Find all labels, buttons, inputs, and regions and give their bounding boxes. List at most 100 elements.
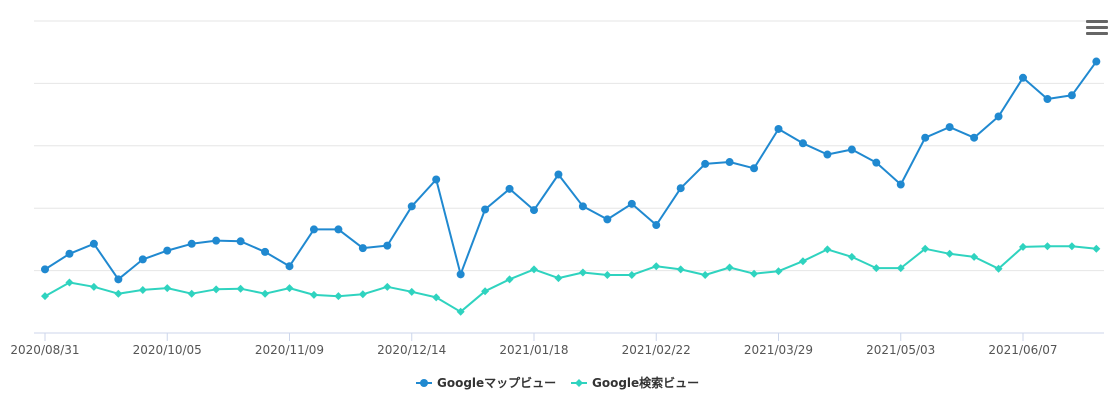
series-0-point-31	[798, 139, 807, 148]
series-0-point-10	[285, 262, 294, 271]
legend-label-1[interactable]: Google検索ビュー	[592, 375, 699, 390]
series-1-point-12	[334, 292, 343, 301]
series-0-point-21	[554, 170, 563, 179]
series-1-point-11	[309, 290, 318, 299]
series-1-point-4	[138, 285, 147, 294]
series-0-point-27	[701, 159, 710, 168]
series-0-point-37	[945, 123, 954, 132]
series-1-point-39	[994, 264, 1003, 273]
series-0-point-15	[407, 202, 416, 211]
series-0-point-26	[676, 184, 685, 193]
series-0-point-7	[212, 236, 221, 245]
series-1-point-35	[896, 264, 905, 273]
series-0-point-29	[750, 164, 759, 173]
series-0-point-0	[41, 265, 49, 274]
legend-marker-1	[575, 379, 583, 387]
series-line-0	[44, 61, 1098, 281]
series-0-point-11	[309, 225, 318, 234]
x-tick-label-3: 2020/12/14	[377, 343, 446, 357]
series-0-point-16	[432, 175, 441, 184]
series-0-point-43	[1092, 57, 1101, 66]
series-1-point-37	[945, 249, 954, 258]
series-line-1	[44, 245, 1097, 313]
series-1-point-9	[261, 289, 270, 298]
series-1-point-8	[236, 284, 245, 293]
series-0-point-25	[652, 221, 661, 230]
series-1-point-1	[65, 278, 74, 287]
series-1-point-7	[212, 285, 221, 294]
series-1-point-40	[1019, 242, 1027, 251]
series-1-point-17	[456, 307, 465, 316]
series-1-point-30	[774, 267, 783, 276]
series-1-point-28	[725, 263, 734, 272]
series-0-point-1	[65, 249, 74, 258]
series-0-point-9	[261, 247, 270, 256]
series-1-point-5	[163, 284, 172, 293]
series-1-point-21	[554, 274, 563, 283]
x-tick-label-8: 2021/06/07	[988, 343, 1057, 357]
series-1-point-32	[823, 245, 832, 254]
x-tick-label-7: 2021/05/03	[866, 343, 935, 357]
hamburger-menu-icon[interactable]	[1086, 20, 1108, 38]
series-1-point-26	[676, 265, 685, 274]
series-0-point-38	[970, 133, 979, 142]
series-0-point-30	[774, 124, 783, 133]
series-0-point-4	[138, 255, 147, 264]
series-1-point-16	[432, 293, 441, 302]
series-1-point-25	[652, 262, 661, 271]
series-1-point-31	[798, 257, 807, 266]
series-1-point-6	[187, 289, 196, 298]
series-1-point-41	[1043, 242, 1052, 251]
legend-label-0[interactable]: Googleマップビュー	[437, 375, 556, 390]
series-1-point-18	[481, 287, 490, 296]
x-tick-label-1: 2020/10/05	[133, 343, 202, 357]
series-0-point-23	[603, 215, 612, 224]
series-0-point-32	[823, 150, 832, 159]
legend-marker-0	[420, 379, 428, 387]
series-1-point-2	[89, 282, 98, 291]
series-1-point-24	[627, 270, 636, 279]
series-0-point-39	[994, 112, 1003, 121]
series-0-point-6	[187, 239, 196, 248]
series-0-point-20	[530, 206, 538, 215]
series-1-point-36	[921, 244, 930, 253]
series-1-point-3	[114, 289, 123, 298]
series-1-point-10	[285, 284, 294, 293]
series-1-point-15	[407, 287, 416, 296]
series-0-point-41	[1043, 95, 1052, 103]
series-0-point-36	[921, 133, 930, 142]
series-1-point-0	[41, 292, 49, 301]
series-0-point-14	[383, 241, 392, 250]
series-0-point-22	[578, 202, 587, 211]
series-1-point-19	[505, 275, 514, 284]
x-tick-label-2: 2020/11/09	[255, 343, 324, 357]
x-tick-label-4: 2021/01/18	[499, 343, 568, 357]
series-1-point-27	[701, 270, 710, 279]
series-0-point-34	[872, 158, 881, 167]
series-1-point-20	[530, 265, 538, 274]
x-tick-label-6: 2021/03/29	[744, 343, 813, 357]
series-0-point-8	[236, 237, 245, 246]
x-tick-label-0: 2020/08/31	[10, 343, 79, 357]
series-0-point-12	[334, 225, 343, 234]
series-1-point-33	[847, 252, 856, 261]
series-1-point-38	[970, 252, 979, 261]
series-0-point-2	[89, 239, 98, 248]
series-0-point-33	[847, 145, 856, 154]
series-0-point-35	[896, 180, 905, 189]
series-0-point-40	[1019, 73, 1027, 82]
series-0-point-13	[358, 244, 367, 253]
series-0-point-3	[114, 275, 123, 284]
series-0-point-42	[1067, 91, 1076, 100]
x-tick-label-5: 2021/02/22	[622, 343, 691, 357]
series-0-point-18	[481, 205, 490, 214]
series-0-point-17	[456, 270, 465, 279]
series-1-point-43	[1092, 244, 1101, 253]
series-0-point-28	[725, 158, 734, 167]
series-0-point-24	[627, 199, 636, 208]
series-1-point-13	[358, 290, 367, 299]
series-0-point-19	[505, 184, 514, 193]
series-1-point-42	[1067, 242, 1076, 251]
